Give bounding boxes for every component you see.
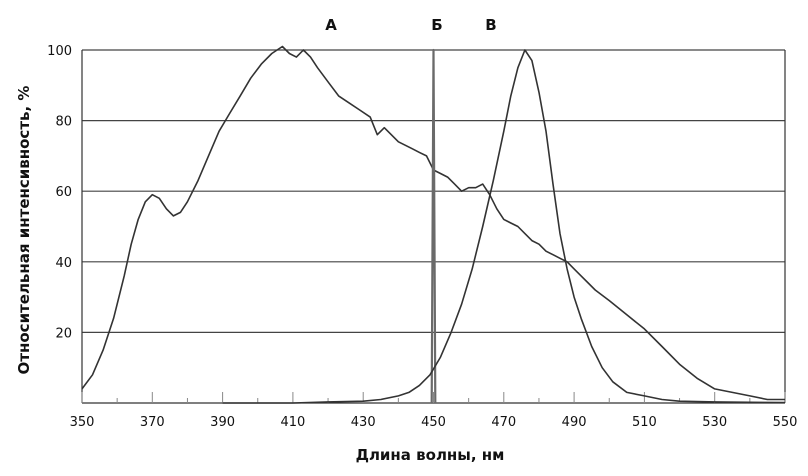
y-tick-label-80: 80 <box>55 115 72 130</box>
x-tick-label-510: 510 <box>632 415 657 430</box>
axes <box>81 50 786 404</box>
x-tick-label-430: 430 <box>351 415 376 430</box>
x-tick-label-350: 350 <box>70 415 95 430</box>
peak-label-2: Б <box>431 16 442 34</box>
series-line-1 <box>81 45 785 401</box>
tick-labels: 350 370 390 410 430 450 470 490 510 530 550 20 40 60 8… <box>47 44 797 430</box>
x-tick-label-550: 550 <box>773 415 798 430</box>
x-tick-label-450: 450 <box>421 415 446 430</box>
series-group <box>81 45 786 404</box>
x-tick-label-470: 470 <box>491 415 516 430</box>
x-tick-label-390: 390 <box>210 415 235 430</box>
peak-label-3: В <box>485 16 496 34</box>
y-tick-label-20: 20 <box>55 326 72 341</box>
x-axis-label: Длина волны, нм <box>356 446 505 464</box>
y-tick-label-40: 40 <box>55 256 72 271</box>
peak-label-1: А <box>325 16 337 34</box>
x-tick-label-410: 410 <box>280 415 305 430</box>
x-tick-label-370: 370 <box>140 415 165 430</box>
x-tick-label-530: 530 <box>702 415 727 430</box>
y-tick-label-100: 100 <box>47 44 72 59</box>
y-tick-label-60: 60 <box>55 185 72 200</box>
x-tick-label-490: 490 <box>562 415 587 430</box>
peak-labels: А Б В <box>325 16 497 34</box>
y-axis-label: Относительная интенсивность, % <box>15 86 33 375</box>
series-line-3 <box>222 49 786 404</box>
series-line-2 <box>430 48 437 404</box>
